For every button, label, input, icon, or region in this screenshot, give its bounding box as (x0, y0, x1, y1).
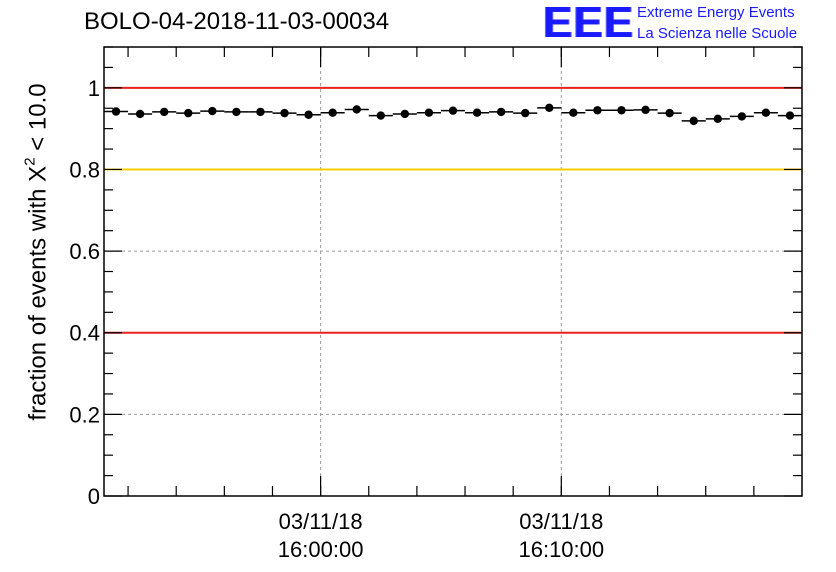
data-point (545, 103, 554, 113)
data-point (496, 107, 506, 117)
data-point (641, 105, 650, 115)
eee-logo-mark: EEE (543, 0, 635, 47)
data-point (593, 106, 602, 115)
data-point (448, 106, 458, 115)
x-tick-label-date: 03/11/18 (519, 509, 603, 534)
data-point (184, 108, 193, 118)
data-point (424, 108, 434, 117)
data-point (761, 108, 771, 117)
data-point (159, 107, 169, 117)
x-tick-label-time: 16:10:00 (518, 537, 604, 562)
data-point (208, 106, 217, 116)
x-tick-label-time: 16:00:00 (278, 537, 364, 562)
data-point (617, 106, 626, 115)
data-point (400, 109, 410, 119)
y-tick-label: 0.2 (69, 402, 100, 427)
data-point (569, 108, 578, 117)
y-tick-label: 0 (88, 484, 100, 509)
y-tick-label: 1 (88, 76, 100, 101)
logo-subtitle-line1: Extreme Energy Events (637, 4, 795, 21)
data-point (689, 116, 698, 126)
data-point (111, 107, 121, 116)
data-point (352, 105, 361, 114)
data-point (785, 111, 795, 120)
chart-title: BOLO-04-2018-11-03-00034 (84, 8, 390, 35)
data-point (521, 108, 530, 118)
y-tick-label: 0.8 (69, 157, 100, 182)
y-tick-label: 0.6 (69, 239, 100, 264)
data-point (713, 114, 722, 124)
y-tick-label: 0.4 (69, 321, 100, 346)
data-point (256, 107, 265, 117)
data-point (135, 109, 145, 119)
data-point (280, 108, 289, 118)
data-point (472, 108, 482, 117)
data-point (304, 110, 313, 119)
data-point (232, 107, 241, 117)
data-point (665, 108, 674, 118)
data-point (737, 112, 747, 121)
plot-area (104, 47, 802, 496)
x-tick-label-date: 03/11/18 (279, 509, 363, 534)
data-point (328, 108, 337, 117)
data-point (376, 111, 385, 120)
logo-subtitle-line2: La Scienza nelle Scuole (637, 25, 798, 42)
